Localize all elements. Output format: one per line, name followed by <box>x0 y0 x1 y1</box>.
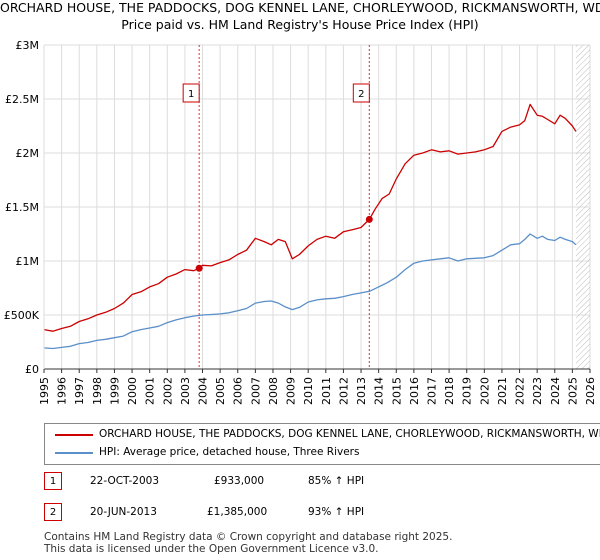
y-tick-label: £1.5M <box>5 201 39 214</box>
x-tick-label: 2009 <box>285 377 298 405</box>
sale-markers <box>195 215 373 272</box>
legend-label-property: ORCHARD HOUSE, THE PADDOCKS, DOG KENNEL … <box>99 428 600 440</box>
x-tick-label: 1996 <box>56 377 69 405</box>
y-tick-label: £3M <box>16 39 40 52</box>
x-tick-label: 2021 <box>496 377 509 405</box>
y-tick-label: £2.5M <box>5 93 39 106</box>
x-tick-label: 1999 <box>108 377 121 405</box>
x-tick-label: 2026 <box>584 377 597 405</box>
sale-date: 20-JUN-2013 <box>90 506 157 518</box>
property-series-line <box>43 103 577 332</box>
chart-title: ORCHARD HOUSE, THE PADDOCKS, DOG KENNEL … <box>0 0 600 15</box>
x-tick-label: 2013 <box>355 377 368 405</box>
x-tick-label: 1998 <box>91 377 104 405</box>
legend: ORCHARD HOUSE, THE PADDOCKS, DOG KENNEL … <box>44 423 600 465</box>
future-region-hatch <box>575 45 590 369</box>
x-tick-label: 2008 <box>267 377 280 405</box>
y-tick-label: £0 <box>25 363 39 376</box>
footer-licence: This data is licensed under the Open Gov… <box>44 543 379 555</box>
x-tick-label: 2015 <box>390 377 403 405</box>
x-tick-label: 2017 <box>425 377 438 405</box>
x-tick-label: 2024 <box>549 377 562 405</box>
x-tick-label: 2022 <box>514 377 527 405</box>
sale-annotation-box <box>352 83 370 103</box>
x-tick-label: 1995 <box>38 377 51 405</box>
grid-lines <box>43 44 591 370</box>
x-tick-label: 2005 <box>214 377 227 405</box>
x-tick-label: 2016 <box>408 377 421 405</box>
price-chart: £0£500K£1M£1.5M£2M£2.5M£3M 1995 1996 1997 1… <box>4 39 597 405</box>
y-axis-labels: £0 £500K £1M £1.5M £2M £2.5M £3M <box>4 39 40 376</box>
legend-swatch-property <box>55 434 93 436</box>
x-tick-label: 2014 <box>373 377 386 405</box>
chart-subtitle: Price paid vs. HM Land Registry's House … <box>121 17 479 32</box>
hpi-series-line <box>43 233 577 350</box>
sale-point <box>365 215 373 223</box>
sale-annotation-label: 2 <box>358 89 364 100</box>
sale-price: £933,000 <box>214 475 265 487</box>
footer-copyright: Contains HM Land Registry data © Crown c… <box>44 531 453 543</box>
x-tick-label: 2019 <box>461 377 474 405</box>
x-tick-label: 2020 <box>478 377 491 405</box>
sale-badge: 1 <box>44 472 62 490</box>
x-tick-label: 2023 <box>531 377 544 405</box>
legend-swatch-hpi <box>55 452 93 454</box>
x-tick-label: 2004 <box>197 377 210 405</box>
sale-point <box>195 264 203 272</box>
x-tick-label: 1997 <box>73 377 86 405</box>
sale-price: £1,385,000 <box>207 506 268 518</box>
x-tick-label: 2002 <box>161 377 174 405</box>
y-tick-label: £500K <box>4 309 40 322</box>
x-tick-label: 2001 <box>144 377 157 405</box>
legend-item-property: ORCHARD HOUSE, THE PADDOCKS, DOG KENNEL … <box>45 426 600 444</box>
x-tick-label: 2007 <box>249 377 262 405</box>
x-tick-label: 2025 <box>566 377 579 405</box>
series-lines <box>43 103 577 350</box>
x-tick-label: 2003 <box>179 377 192 405</box>
x-axis-labels: 1995 1996 1997 1998 1999 2000 2001 2002 2003 2004… <box>38 377 597 405</box>
axes <box>43 45 591 373</box>
x-tick-label: 2012 <box>337 377 350 405</box>
y-tick-label: £2M <box>16 147 40 160</box>
x-tick-label: 2006 <box>232 377 245 405</box>
sale-annotation-label: 1 <box>188 89 194 100</box>
sale-hpi-delta: 93% ↑ HPI <box>308 506 365 518</box>
sale-hpi-delta: 85% ↑ HPI <box>308 475 365 487</box>
sale-badge: 2 <box>44 503 62 521</box>
x-tick-label: 2011 <box>320 377 333 405</box>
x-tick-label: 2018 <box>443 377 456 405</box>
y-tick-label: £1M <box>16 255 40 268</box>
x-tick-label: 2000 <box>126 377 139 405</box>
sale-date: 22-OCT-2003 <box>90 475 159 487</box>
sale-annotation-box <box>182 83 200 103</box>
x-tick-label: 2010 <box>302 377 315 405</box>
legend-label-hpi: HPI: Average price, detached house, Thre… <box>99 446 360 458</box>
